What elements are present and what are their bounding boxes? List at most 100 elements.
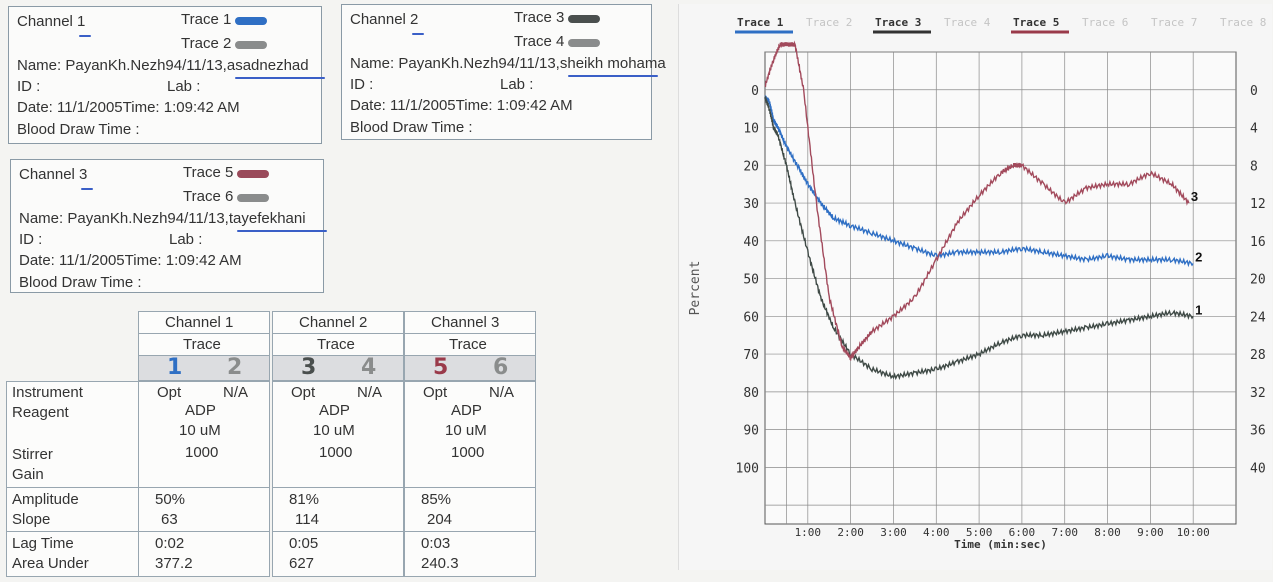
date-line: Date: 11/1/2005Time: 1:09:42 AM <box>19 252 242 269</box>
row-label-lag: Lag Time <box>12 535 74 552</box>
amplitude-cell: 50% 63 <box>138 487 270 533</box>
trace-number: 2 <box>227 355 243 380</box>
title-underline <box>79 35 91 37</box>
y-tick-label-left: 40 <box>743 235 759 250</box>
trace-tab[interactable]: Trace 6 <box>1082 16 1128 29</box>
channel-2-box: Channel 2 Trace 3 Trace 4 Name: PayanKh.Nez… <box>341 4 666 140</box>
instrument-value: Opt <box>157 384 182 401</box>
lag-value: 0:02 <box>155 535 185 552</box>
trace-b-label: Trace 6 <box>183 188 234 205</box>
instrument-value-b: N/A <box>489 384 515 401</box>
x-tick-label: 2:00 <box>837 526 864 539</box>
title-underline <box>412 33 424 35</box>
date-line: Date: 11/1/2005Time: 1:09:42 AM <box>17 99 240 116</box>
x-tick-label: 7:00 <box>1051 526 1078 539</box>
trace-header-cell: Trace <box>272 333 404 357</box>
y-tick-label-right: 32 <box>1250 386 1266 401</box>
lag-cell: 0:03 240.3 <box>404 531 536 577</box>
row-label-slope: Slope <box>12 511 51 528</box>
trace-b-swatch <box>235 41 267 49</box>
row-label-instrument: Instrument <box>12 384 83 401</box>
blood-draw-label: Blood Draw Time : <box>19 274 142 291</box>
reagent-value: ADP <box>319 402 350 419</box>
label-cell-lag: Lag Time Area Under <box>6 531 140 577</box>
trace-a-label: Trace 5 <box>183 164 234 181</box>
name-line: Name: PayanKh.Nezh94/11/13,tayefekhani <box>19 210 306 227</box>
title-underline <box>81 188 93 190</box>
area-value: 240.3 <box>421 555 459 572</box>
row-label-area: Area Under <box>12 555 89 572</box>
trace-tab[interactable]: Trace 8 <box>1220 16 1266 29</box>
row-label-amplitude: Amplitude <box>12 491 79 508</box>
y-tick-label-left: 0 <box>751 84 759 99</box>
channel-header-cell: Channel 1 <box>138 311 270 335</box>
x-tick-label: 9:00 <box>1137 526 1164 539</box>
instrument-value: Opt <box>423 384 448 401</box>
y-tick-label-right: 0 <box>1250 84 1258 99</box>
y-tick-label-left: 80 <box>743 386 759 401</box>
amplitude-value: 85% <box>421 491 452 508</box>
trace-number: 3 <box>301 355 317 380</box>
y-tick-label-right: 24 <box>1250 310 1266 325</box>
reagent-value: ADP <box>185 402 216 419</box>
name-line: Name: PayanKh.Nezh94/11/13,sheikh mohama <box>350 55 666 72</box>
trace-tab[interactable]: Trace 5 <box>1013 16 1059 29</box>
y-tick-label-left: 90 <box>743 424 759 439</box>
trace-tab[interactable]: Trace 2 <box>806 16 852 29</box>
trace-header-cell: Trace <box>138 333 270 357</box>
lab-label: Lab : <box>169 231 203 248</box>
slope-value: 204 <box>427 511 453 528</box>
trace-a-label: Trace 3 <box>514 9 565 26</box>
trace-header-cell: Trace <box>404 333 536 357</box>
trace-tab[interactable]: Trace 1 <box>737 16 784 29</box>
y-tick-label-right: 16 <box>1250 235 1266 250</box>
area-value: 627 <box>289 555 315 572</box>
series-line <box>764 95 1194 268</box>
trace-a-swatch <box>235 17 267 25</box>
trace-tab[interactable]: Trace 3 <box>875 16 921 29</box>
label-cell-settings: Instrument Reagent Stirrer Gain <box>6 381 140 489</box>
slope-value: 63 <box>161 511 178 528</box>
y-tick-label-right: 20 <box>1250 273 1266 288</box>
name-line: Name: PayanKh.Nezh94/11/13,asadnezhad <box>17 57 309 74</box>
x-tick-label: 8:00 <box>1094 526 1121 539</box>
date-line: Date: 11/1/2005Time: 1:09:42 AM <box>350 97 573 114</box>
settings-cell: Opt N/A ADP 10 uM 1000 <box>138 381 270 489</box>
channel-header-cell: Channel 3 <box>404 311 536 335</box>
name-underline <box>237 230 327 232</box>
y-tick-label-right: 12 <box>1250 197 1266 212</box>
trace-a-swatch <box>568 15 600 23</box>
lab-label: Lab : <box>167 78 201 95</box>
concentration-value: 10 uM <box>445 422 487 439</box>
y-tick-label-right: 8 <box>1250 159 1258 174</box>
slope-value: 114 <box>295 511 319 528</box>
channel-title: Channel 1 <box>17 13 86 30</box>
trace-tab[interactable]: Trace 4 <box>944 16 991 29</box>
row-label-stirrer: Stirrer <box>12 446 53 463</box>
series-line <box>764 96 1194 381</box>
amplitude-cell: 85% 204 <box>404 487 536 533</box>
amplitude-cell: 81% 114 <box>272 487 404 533</box>
trace-header-label: Trace <box>183 336 221 353</box>
name-underline <box>235 77 325 79</box>
channel-header-label: Channel 3 <box>431 314 500 331</box>
trace-end-label: 3 <box>1191 189 1198 204</box>
y-tick-label-left: 20 <box>743 159 759 174</box>
settings-cell: Opt N/A ADP 10 uM 1000 <box>272 381 404 489</box>
trace-b-label: Trace 2 <box>181 35 232 52</box>
x-tick-label: 1:00 <box>795 526 822 539</box>
y-tick-label-right: 40 <box>1250 461 1266 476</box>
stirrer-value: 1000 <box>185 444 219 461</box>
trace-tab[interactable]: Trace 7 <box>1151 16 1197 29</box>
y-tick-label-left: 50 <box>743 273 759 288</box>
reagent-value: ADP <box>451 402 482 419</box>
id-label: ID : <box>17 78 41 95</box>
trace-b-swatch <box>568 39 600 47</box>
y-tick-label-left: 30 <box>743 197 759 212</box>
lag-value: 0:05 <box>289 535 319 552</box>
trace-end-label: 2 <box>1195 249 1202 264</box>
row-label-gain: Gain <box>12 466 44 483</box>
